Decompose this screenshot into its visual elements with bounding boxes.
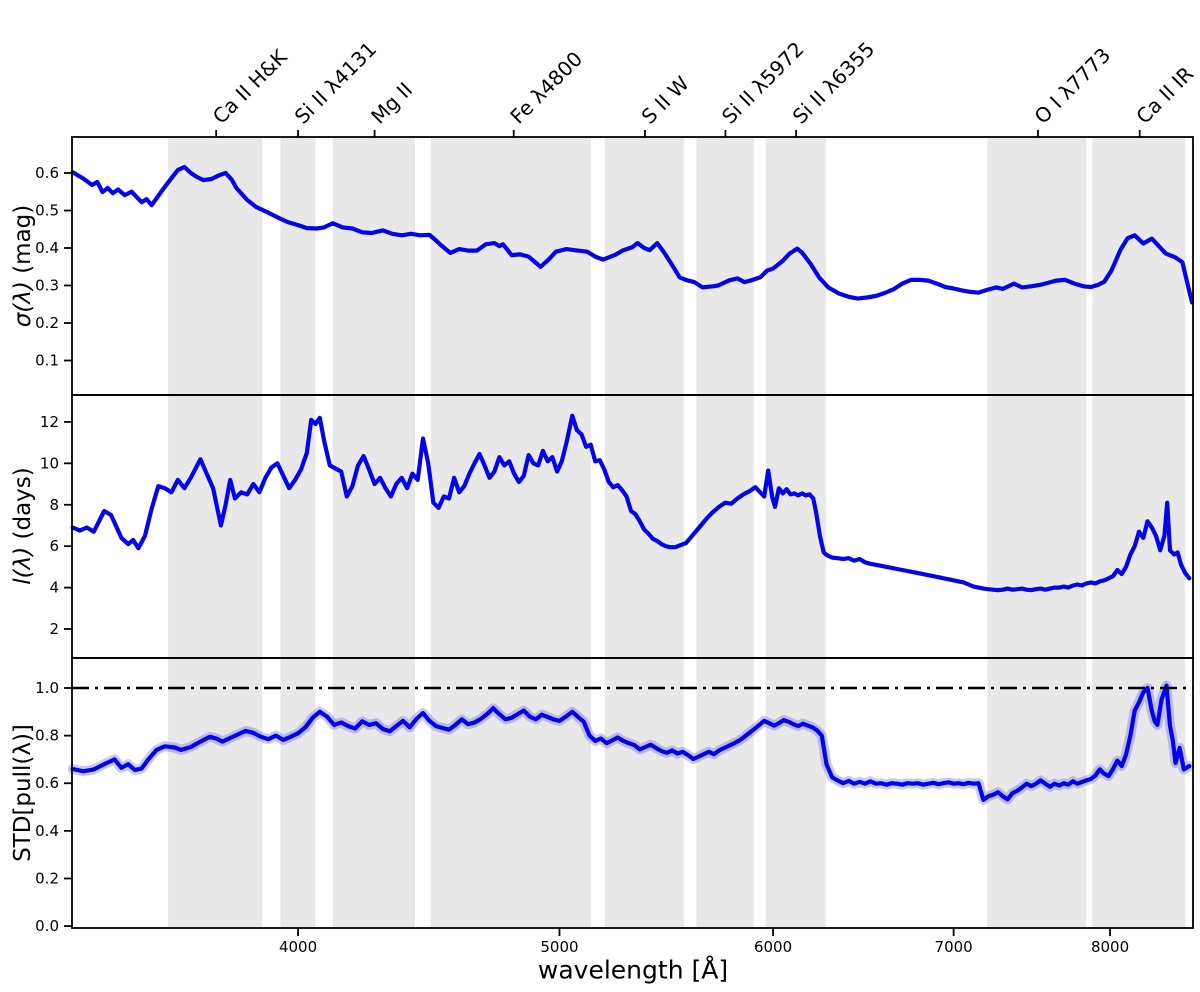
- feature-band: [168, 137, 263, 928]
- y-tick-label: 0.8: [35, 727, 59, 745]
- y-tick-label: 10: [40, 454, 59, 472]
- feature-label: Ca II IR: [1131, 62, 1198, 129]
- feature-label: Ca II H&K: [208, 44, 292, 128]
- feature-label: O I λ7773: [1030, 43, 1116, 129]
- feature-band: [987, 137, 1087, 928]
- y-axis-label-sigma: σ(λ) (mag): [10, 205, 36, 328]
- y-tick-label: 0.2: [35, 314, 59, 332]
- x-tick-label: 4000: [279, 938, 317, 956]
- feature-label: Si II λ4131: [290, 37, 382, 129]
- y-axis-label-length: l(λ) (days): [10, 467, 36, 585]
- panel-frame-std-pull: [71, 657, 1194, 929]
- feature-band: [696, 137, 754, 928]
- y-tick-label: 4: [49, 579, 59, 597]
- data-line-std-pull: [70, 683, 1192, 802]
- y-tick-label: 0.4: [35, 822, 59, 840]
- x-axis-label: wavelength [Å]: [537, 955, 729, 985]
- data-line-sigma: [70, 164, 1195, 305]
- y-tick-label: 0.6: [35, 774, 59, 792]
- y-axis-label-length-unit: (days): [10, 467, 36, 547]
- y-axis-label-length-math: l(λ): [10, 546, 36, 585]
- x-tick-label: 8000: [1091, 938, 1129, 956]
- feature-band: [280, 137, 316, 928]
- feature-label: Mg II: [366, 78, 417, 129]
- y-axis-label-stdpull: STD[pull(λ)]: [10, 724, 36, 862]
- y-axis-label-sigma-unit: (mag): [10, 204, 36, 282]
- x-tick-label: 7000: [935, 938, 973, 956]
- y-tick-label: 0.2: [35, 869, 59, 887]
- feature-label: S II W: [637, 71, 694, 128]
- y-tick-label: 1.0: [35, 679, 59, 697]
- y-tick-label: 0.1: [35, 352, 59, 370]
- y-axis-label-stdpull-math: STD[pull(λ)]: [10, 724, 36, 862]
- y-tick-label: 12: [40, 413, 59, 431]
- y-tick-label: 8: [49, 496, 59, 514]
- feature-band: [430, 137, 592, 928]
- y-tick-label: 2: [49, 620, 59, 638]
- y-tick-label: 0.0: [35, 917, 59, 935]
- y-tick-label: 6: [49, 537, 59, 555]
- feature-label: Fe λ4800: [505, 47, 587, 129]
- x-tick-label: 6000: [754, 938, 792, 956]
- y-axis-label-sigma-math: σ(λ): [10, 281, 36, 328]
- y-tick-label: 0.6: [35, 164, 59, 182]
- feature-band: [765, 137, 826, 928]
- y-tick-label: 0.4: [35, 239, 59, 257]
- x-tick-label: 5000: [540, 938, 578, 956]
- y-tick-label: 0.5: [35, 202, 59, 220]
- y-tick-label: 0.3: [35, 277, 59, 295]
- feature-band: [332, 137, 415, 928]
- data-line-length-scale: [70, 413, 1192, 593]
